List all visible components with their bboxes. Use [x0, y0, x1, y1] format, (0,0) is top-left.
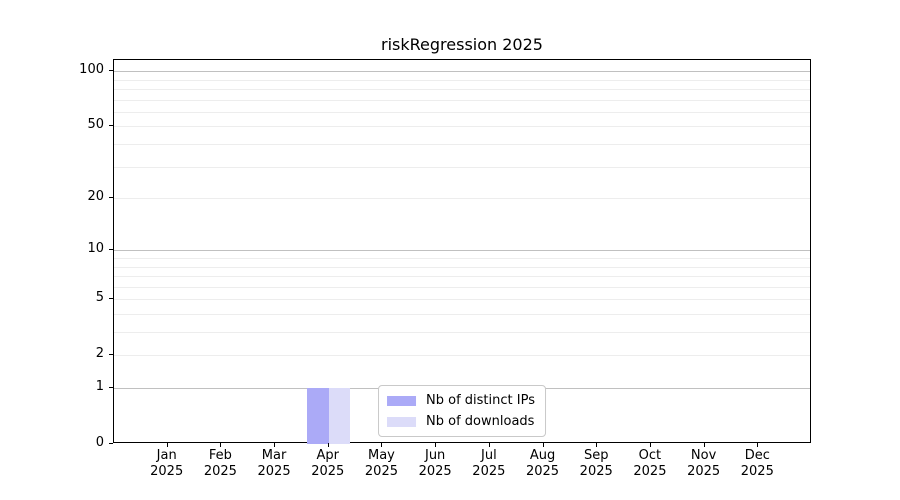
minor-gridline — [114, 257, 810, 259]
legend-item-downloads: Nb of downloads — [387, 414, 535, 429]
x-tick-label: Jul 2025 — [472, 448, 506, 479]
legend-label-distinct-ips: Nb of distinct IPs — [426, 393, 535, 408]
minor-gridline — [114, 313, 810, 315]
x-tick-mark — [166, 443, 168, 447]
y-tick-mark — [109, 298, 113, 300]
x-tick-label: Apr 2025 — [311, 448, 345, 479]
x-tick-label: Mar 2025 — [257, 448, 291, 479]
x-tick-label: Jun 2025 — [418, 448, 452, 479]
legend-swatch-downloads — [387, 416, 417, 427]
minor-gridline — [114, 111, 810, 113]
minor-gridline — [114, 286, 810, 288]
x-tick-mark — [220, 443, 222, 447]
x-tick-mark — [757, 443, 759, 447]
minor-gridline — [114, 266, 810, 268]
x-tick-label: May 2025 — [364, 448, 398, 479]
y-tick-mark — [109, 70, 113, 72]
y-tick-label: 2 — [95, 346, 104, 362]
x-tick-mark — [381, 443, 383, 447]
x-tick-label: Dec 2025 — [740, 448, 774, 479]
y-tick-label: 0 — [95, 435, 104, 450]
bar-downloads — [328, 388, 351, 444]
y-tick-mark — [109, 443, 113, 444]
minor-gridline — [114, 198, 810, 200]
minor-gridline — [114, 99, 810, 101]
plot-area: Nb of distinct IPs Nb of downloads — [113, 59, 811, 444]
y-tick-mark — [109, 249, 113, 251]
minor-gridline — [114, 166, 810, 168]
x-tick-mark — [327, 443, 329, 447]
legend-swatch-distinct-ips — [387, 395, 417, 406]
minor-gridline — [114, 79, 810, 81]
minor-gridline — [114, 299, 810, 301]
x-tick-mark — [542, 443, 544, 447]
y-tick-label: 1 — [95, 379, 104, 394]
x-tick-label: Aug 2025 — [525, 448, 560, 479]
y-tick-label: 20 — [87, 189, 104, 205]
x-tick-label: Feb 2025 — [203, 448, 237, 479]
y-tick-label: 50 — [87, 117, 104, 133]
legend-item-distinct-ips: Nb of distinct IPs — [387, 393, 535, 408]
x-tick-mark — [703, 443, 705, 447]
x-tick-mark — [488, 443, 490, 447]
major-gridline — [114, 71, 810, 73]
x-tick-label: Jan 2025 — [150, 448, 184, 479]
minor-gridline — [114, 276, 810, 278]
y-tick-label: 10 — [87, 241, 104, 257]
x-tick-label: Nov 2025 — [687, 448, 721, 479]
y-tick-label: 100 — [79, 62, 104, 78]
legend: Nb of distinct IPs Nb of downloads — [378, 385, 546, 437]
minor-gridline — [114, 89, 810, 90]
minor-gridline — [114, 355, 810, 357]
major-gridline — [114, 250, 810, 252]
x-tick-label: Sep 2025 — [579, 448, 613, 479]
x-tick-mark — [596, 443, 598, 447]
minor-gridline — [114, 144, 810, 145]
y-tick-mark — [109, 387, 113, 388]
x-tick-mark — [435, 443, 437, 447]
bar-distinct-ips — [307, 388, 329, 444]
x-tick-mark — [649, 443, 651, 447]
x-tick-label: Oct 2025 — [633, 448, 667, 479]
minor-gridline — [114, 332, 810, 333]
y-tick-mark — [109, 354, 113, 356]
y-tick-label: 5 — [95, 290, 104, 306]
y-tick-mark — [109, 125, 113, 127]
y-tick-mark — [109, 197, 113, 199]
chart-title: riskRegression 2025 — [381, 35, 543, 54]
x-tick-mark — [274, 443, 276, 447]
legend-label-downloads: Nb of downloads — [426, 414, 535, 429]
minor-gridline — [114, 126, 810, 128]
